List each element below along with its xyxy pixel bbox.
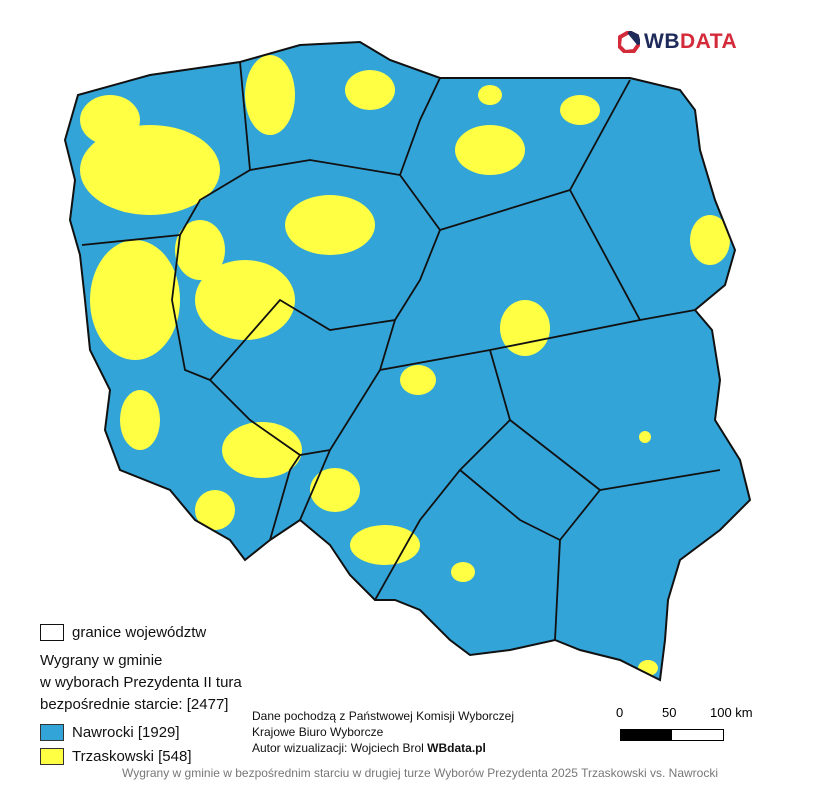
poland-map [64,41,751,681]
credits: Dane pochodzą z Państwowej Komisji Wybor… [252,708,514,756]
logo-icon [618,31,640,53]
boundary-swatch [40,623,64,641]
credits-line: Krajowe Biuro Wyborcze [252,725,384,739]
voivodeship-borders [81,61,721,641]
wbdata-link: WBdata.pl [427,741,486,755]
wbdata-logo: WB DATA [618,30,737,54]
legend-title-line: Wygrany w gminie [40,652,163,669]
legend-title: Wygrany w gminie w wyborach Prezydenta I… [40,650,242,716]
nawrocki-label: Nawrocki [1929] [72,723,180,741]
trzaskowski-swatch [40,747,64,765]
logo-wb: WB [644,30,680,53]
nawrocki-swatch [40,723,64,741]
legend-title-line: bezpośrednie starcie: [2477] [40,696,229,713]
legend-title-line: w wyborach Prezydenta II tura [40,674,242,691]
logo-data: DATA [680,30,738,53]
caption: Wygrany w gminie w bezpośrednim starciu … [121,766,718,780]
credits-line: Autor wizualizacji: Wojciech Brol WBdata… [252,741,486,755]
scale-tick: 50 [662,705,677,720]
trzaskowski-areas [80,55,730,676]
legend: granice województw Wygrany w gminie w wy… [40,620,242,768]
credits-line: Dane pochodzą z Państwowej Komisji Wybor… [252,709,515,723]
scale-tick: 0 [616,705,624,720]
scale-tick: 100 km [710,705,753,720]
boundary-label: granice województw [72,623,207,641]
trzaskowski-label: Trzaskowski [548] [72,747,192,765]
